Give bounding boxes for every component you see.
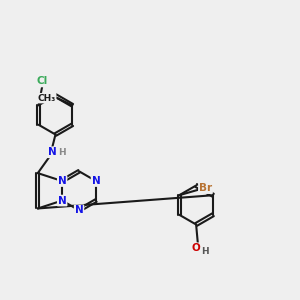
Text: N: N: [92, 176, 100, 186]
Text: H: H: [58, 148, 65, 157]
Text: O: O: [192, 243, 200, 253]
Text: N: N: [47, 147, 56, 157]
Text: N: N: [58, 196, 67, 206]
Text: N: N: [58, 176, 67, 186]
Text: N: N: [75, 205, 83, 215]
Text: Br: Br: [199, 183, 212, 193]
Text: Cl: Cl: [37, 76, 48, 86]
Text: CH₃: CH₃: [38, 94, 56, 103]
Text: H: H: [201, 247, 209, 256]
